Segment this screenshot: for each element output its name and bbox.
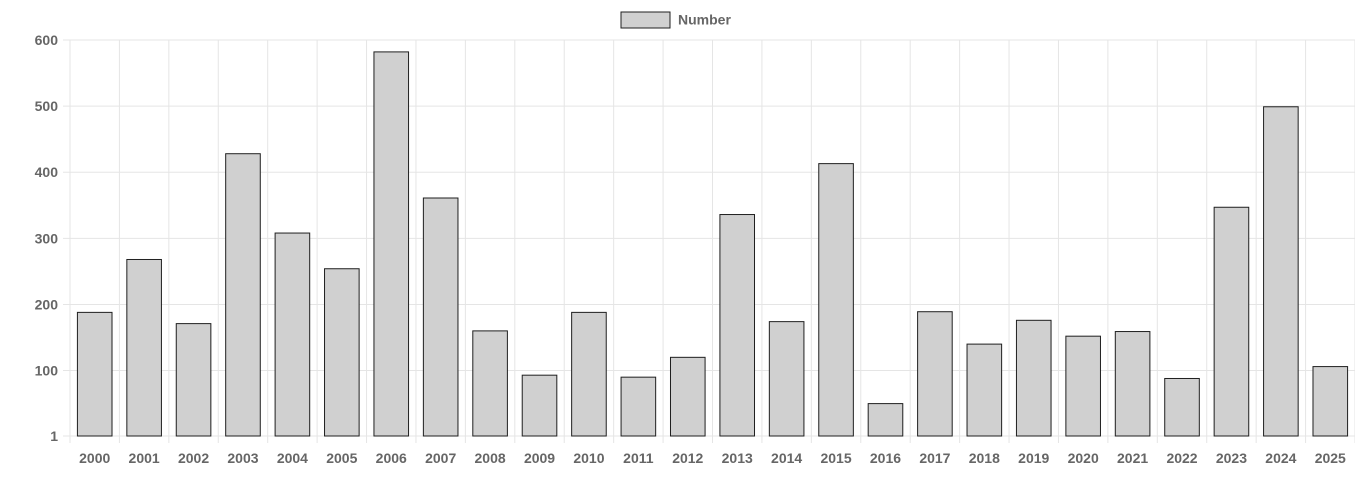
y-tick-label: 200 <box>35 296 59 312</box>
x-tick-label: 2007 <box>425 450 456 466</box>
x-tick-label: 2004 <box>277 450 308 466</box>
x-tick-label: 2013 <box>722 450 753 466</box>
x-tick-label: 2010 <box>573 450 604 466</box>
y-tick-label: 1 <box>50 428 58 444</box>
bar-2021[interactable] <box>1114 331 1151 437</box>
bar-2003[interactable] <box>225 153 261 437</box>
x-tick-label: 2018 <box>969 450 1000 466</box>
y-tick-label: 100 <box>35 363 59 379</box>
x-tick-label: 2025 <box>1315 450 1346 466</box>
x-axis: 2000 2001 2002 2003 2004 2005 2006 2007 2008 2009… <box>79 450 1346 466</box>
bar-2009[interactable] <box>521 374 558 437</box>
bar-2012[interactable] <box>669 356 706 437</box>
x-tick-label: 2016 <box>870 450 901 466</box>
grid <box>63 39 1355 443</box>
x-tick-label: 2008 <box>475 450 506 466</box>
bar-2013[interactable] <box>719 214 756 437</box>
legend-swatch[interactable] <box>620 11 671 29</box>
x-tick-label: 2000 <box>79 450 110 466</box>
x-tick-label: 2017 <box>919 450 950 466</box>
bar-2019[interactable] <box>1015 319 1052 437</box>
bar-2005[interactable] <box>324 268 360 437</box>
bar-2025[interactable] <box>1312 366 1349 437</box>
x-tick-label: 2002 <box>178 450 209 466</box>
x-tick-label: 2015 <box>820 450 851 466</box>
y-tick-label: 300 <box>35 230 59 246</box>
x-tick-label: 2001 <box>129 450 160 466</box>
bar-2014[interactable] <box>768 321 805 437</box>
bar-2016[interactable] <box>867 403 904 437</box>
bar-2000[interactable] <box>76 311 113 437</box>
x-tick-label: 2009 <box>524 450 555 466</box>
bar-2018[interactable] <box>966 343 1003 437</box>
y-tick-label: 600 <box>35 32 59 48</box>
x-tick-label: 2003 <box>227 450 258 466</box>
bar-2004[interactable] <box>274 232 311 437</box>
x-tick-label: 2005 <box>326 450 357 466</box>
bar-2001[interactable] <box>126 258 162 437</box>
x-tick-label: 2022 <box>1166 450 1197 466</box>
bar-2011[interactable] <box>620 376 657 437</box>
bar-2024[interactable] <box>1263 106 1299 437</box>
bar-2010[interactable] <box>571 311 607 437</box>
legend[interactable]: Number <box>620 11 731 29</box>
bar-2020[interactable] <box>1065 335 1101 437</box>
x-tick-label: 2021 <box>1117 450 1148 466</box>
bar-2006[interactable] <box>373 51 410 437</box>
x-tick-label: 2011 <box>623 450 654 466</box>
x-tick-label: 2019 <box>1018 450 1049 466</box>
x-tick-label: 2024 <box>1265 450 1296 466</box>
x-tick-label: 2023 <box>1216 450 1247 466</box>
bar-2017[interactable] <box>917 311 953 437</box>
y-tick-label: 500 <box>35 98 59 114</box>
bar-2008[interactable] <box>472 330 508 437</box>
x-tick-label: 2006 <box>376 450 407 466</box>
x-tick-label: 2014 <box>771 450 802 466</box>
bars <box>76 51 1349 437</box>
bar-2023[interactable] <box>1213 206 1250 437</box>
x-tick-label: 2012 <box>672 450 703 466</box>
x-tick-label: 2020 <box>1068 450 1099 466</box>
bar-2007[interactable] <box>422 197 459 437</box>
y-axis: 1 100 200 300 400 500 600 <box>35 32 59 444</box>
y-tick-label: 400 <box>35 164 59 180</box>
bar-2022[interactable] <box>1164 377 1200 437</box>
legend-label[interactable]: Number <box>678 12 731 28</box>
bar-2002[interactable] <box>175 323 212 437</box>
bar-2015[interactable] <box>818 163 854 437</box>
